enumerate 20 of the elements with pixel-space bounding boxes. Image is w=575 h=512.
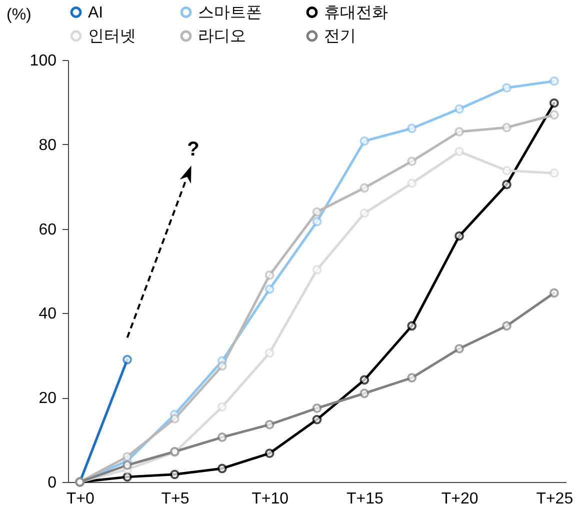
legend-label: 라디오 [198,28,246,45]
legend-label: AI [88,4,104,22]
legend-label: 스마트폰 [198,4,262,22]
x-tick-label: T+15 [346,490,384,508]
annotation: ? [187,138,200,161]
y-tick-label: 100 [30,52,57,70]
x-tick-label: T+0 [66,490,94,508]
y-tick-label: 80 [38,136,57,154]
y-tick-label: 60 [38,221,57,238]
legend-label: 휴대전화 [324,4,388,22]
x-tick-label: T+10 [252,490,289,508]
y-axis-title: (%) [6,6,32,24]
y-tick-label: 40 [38,306,57,323]
x-tick-label: T+25 [536,490,574,508]
y-tick-label: 20 [38,390,57,408]
legend-label: 전기 [324,28,356,45]
legend-label: 인터넷 [88,28,136,45]
y-tick-label: 0 [48,474,57,492]
x-tick-label: T+5 [161,490,190,508]
x-tick-label: T+20 [441,490,478,508]
